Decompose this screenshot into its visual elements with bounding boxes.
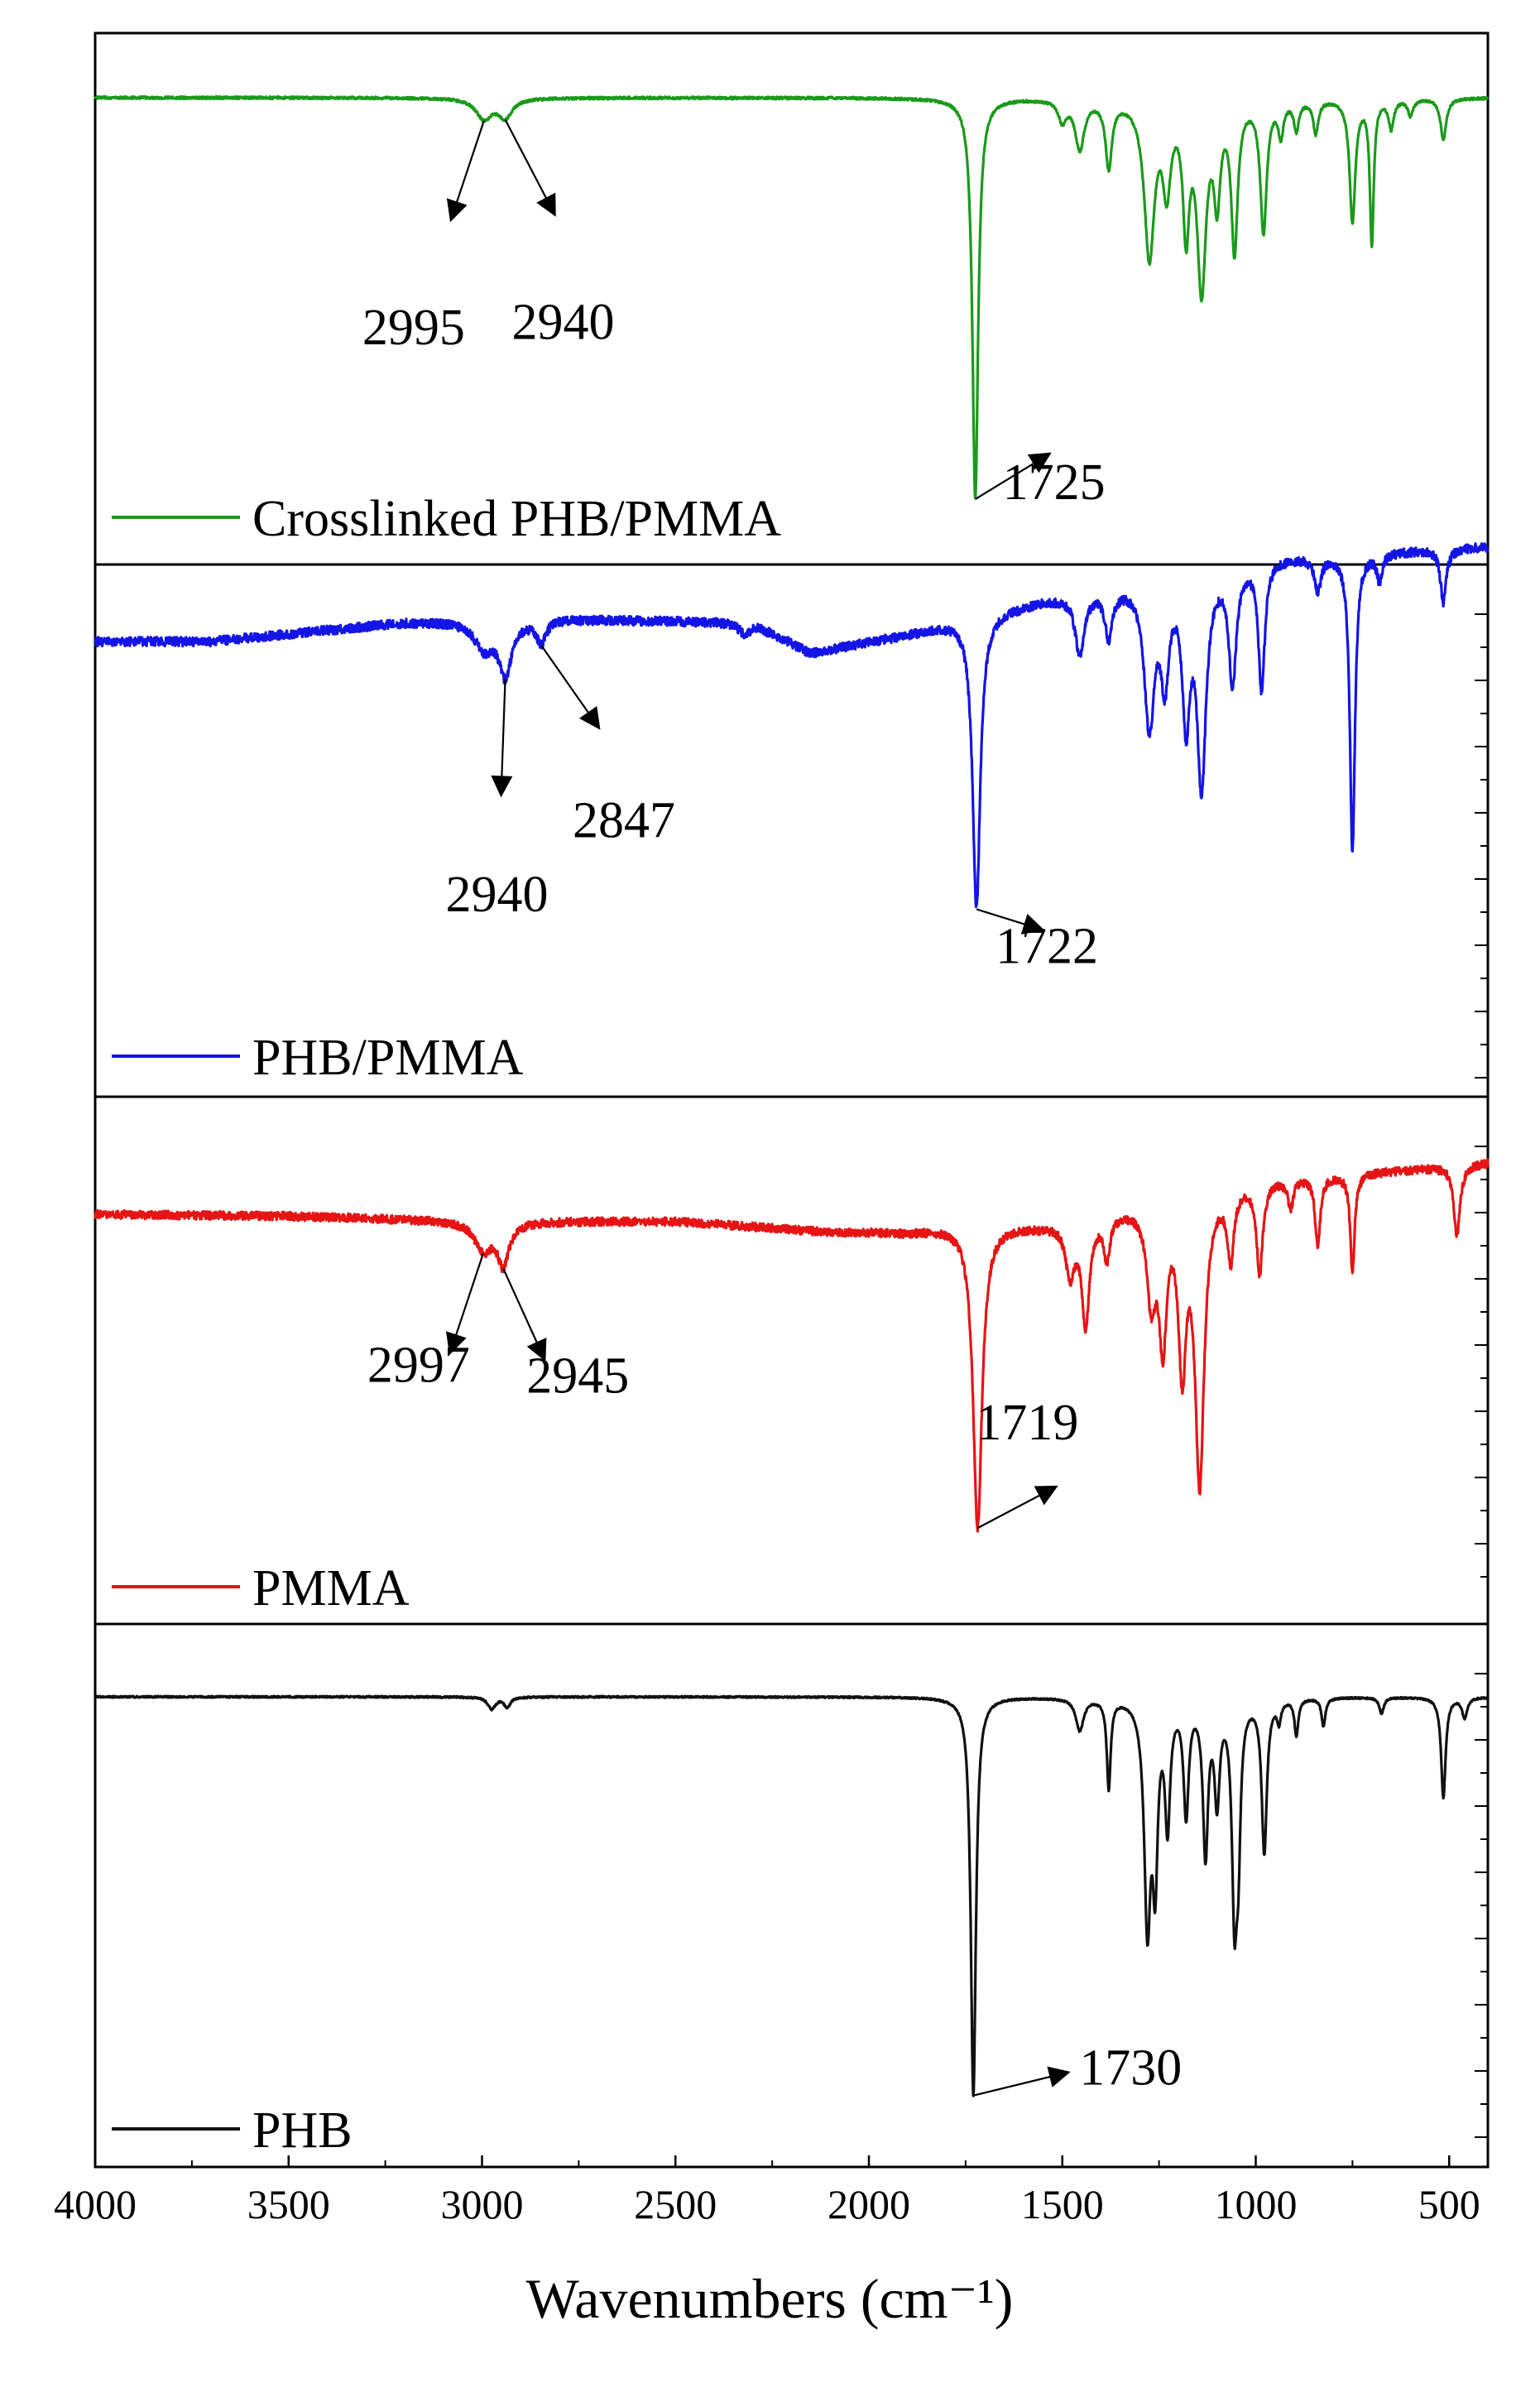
x-tick-label: 3000: [441, 2181, 524, 2227]
annotation-label: 2995: [362, 300, 465, 356]
annotation-label: 1725: [1003, 454, 1106, 511]
annotation-label: 2847: [573, 793, 675, 849]
x-tick-label: 2500: [634, 2181, 717, 2227]
x-tick-label: 1000: [1215, 2181, 1298, 2227]
series-line: [94, 542, 1490, 909]
annotation-label: 2945: [526, 1348, 629, 1405]
legend-label: PMMA: [252, 1560, 410, 1617]
legend-label: Crosslinked PHB/PMMA: [252, 491, 781, 547]
annotation-arrow: [540, 645, 601, 730]
x-tick-label: 1500: [1021, 2181, 1104, 2227]
annotation-arrow: [491, 679, 513, 798]
series-line: [94, 95, 1490, 500]
annotation-arrow: [974, 452, 1052, 500]
annotation-arrow: [502, 1268, 547, 1362]
plot-frame: [94, 31, 1490, 2169]
annotation-label: 2997: [367, 1338, 470, 1394]
annotation-arrow: [972, 2066, 1071, 2097]
legend-label: PHB: [252, 2102, 353, 2159]
series-line: [94, 1158, 1490, 1533]
annotation-label: 1722: [995, 918, 1098, 974]
annotation-label: 2940: [446, 867, 549, 923]
x-tick-label: 3500: [247, 2181, 330, 2227]
annotation-arrow: [504, 119, 556, 217]
annotation-label: 1719: [976, 1395, 1078, 1451]
x-tick-label: 2000: [828, 2181, 910, 2227]
annotation-label: 2940: [512, 295, 615, 351]
x-tick-label: 4000: [54, 2181, 137, 2227]
annotation-arrow: [976, 908, 1045, 934]
legend-label: PHB/PMMA: [252, 1030, 524, 1086]
series-line: [94, 1694, 1490, 2097]
annotation-arrow: [445, 1253, 484, 1355]
annotation-arrow: [446, 120, 485, 223]
x-axis-label: Wavenumbers (cm⁻¹): [526, 2267, 1014, 2330]
annotation-arrow: [976, 1485, 1058, 1530]
x-tick-label: 500: [1418, 2181, 1480, 2227]
annotation-label: 1730: [1079, 2040, 1182, 2097]
